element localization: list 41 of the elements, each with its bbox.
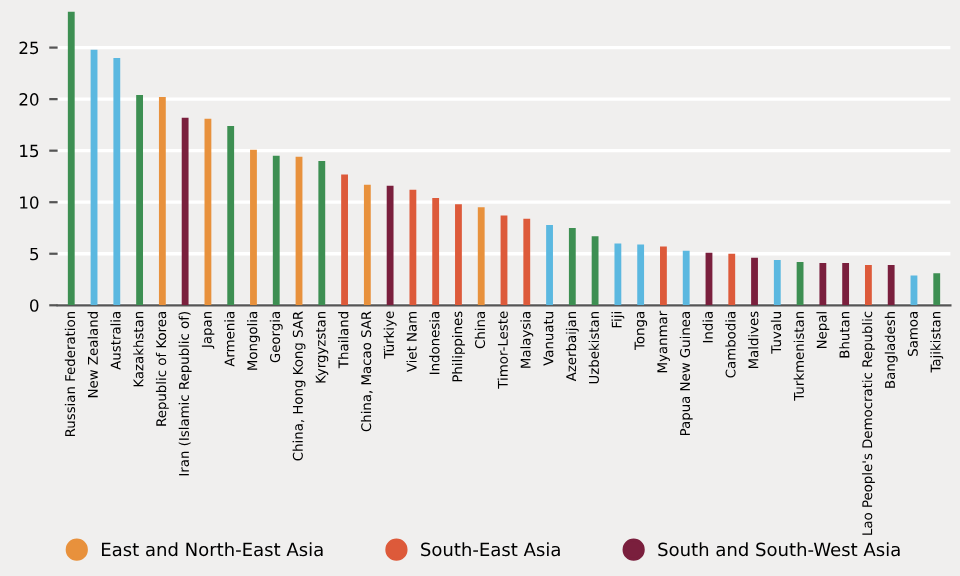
bar <box>181 117 189 306</box>
bar <box>113 57 121 306</box>
bar <box>67 11 75 306</box>
y-tick-label: 10 <box>20 196 39 209</box>
y-tick-label: 20 <box>19 93 39 106</box>
bar <box>318 160 326 306</box>
y-tick-label: 15 <box>20 144 39 158</box>
legend-label: South and South-West Asia <box>658 542 900 557</box>
bar <box>432 198 440 306</box>
bar <box>455 204 462 306</box>
bar <box>386 185 394 306</box>
bar <box>773 259 781 306</box>
bar <box>341 174 348 306</box>
bar <box>842 263 850 306</box>
bar <box>728 253 736 306</box>
y-tick-label: 0 <box>30 299 39 312</box>
y-tick-label: 25 <box>19 41 39 55</box>
bar <box>887 265 895 306</box>
bar <box>158 97 166 306</box>
bar <box>227 125 235 306</box>
bar <box>477 207 485 306</box>
bar <box>250 149 257 306</box>
bar <box>614 243 622 306</box>
bar <box>660 246 667 306</box>
bar <box>864 265 872 306</box>
bar <box>568 227 576 306</box>
bar <box>363 184 371 306</box>
legend-label: East and North-East Asia <box>102 542 323 557</box>
bar <box>272 155 280 306</box>
bar <box>591 236 599 306</box>
bar <box>136 95 144 306</box>
bar <box>933 273 941 306</box>
bar <box>637 244 645 306</box>
y-tick-label: 5 <box>30 247 39 261</box>
bar <box>523 218 531 306</box>
bar <box>682 250 690 306</box>
bar <box>409 189 417 306</box>
bar <box>546 224 553 306</box>
bar <box>751 257 758 306</box>
bar <box>819 263 827 306</box>
legend-label: South-East Asia <box>421 542 560 557</box>
